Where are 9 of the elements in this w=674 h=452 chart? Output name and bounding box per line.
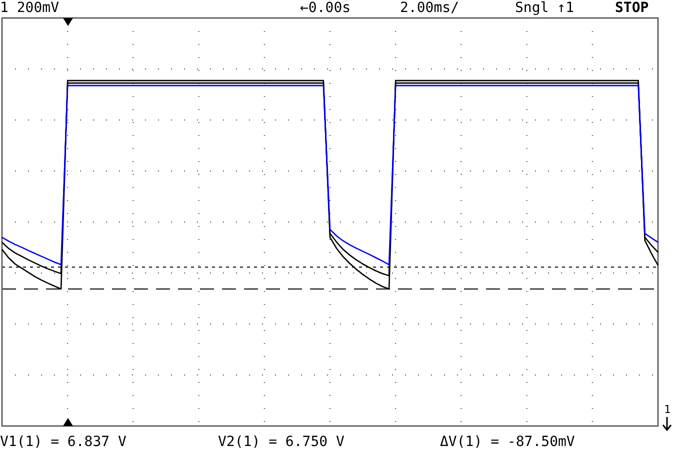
text: V1(1) = 6.837 V [0, 434, 126, 450]
text: 2.00ms/ [400, 0, 460, 16]
text: 1 200mV [0, 0, 60, 16]
text: V2(1) = 6.750 V [218, 434, 344, 450]
text: ←0.00s [300, 0, 351, 16]
text: ΔV(1) = -87.50mV [440, 434, 575, 450]
text: STOP [615, 0, 649, 16]
text: 1 [664, 403, 671, 416]
text: Sngl ↑1 [515, 0, 574, 16]
